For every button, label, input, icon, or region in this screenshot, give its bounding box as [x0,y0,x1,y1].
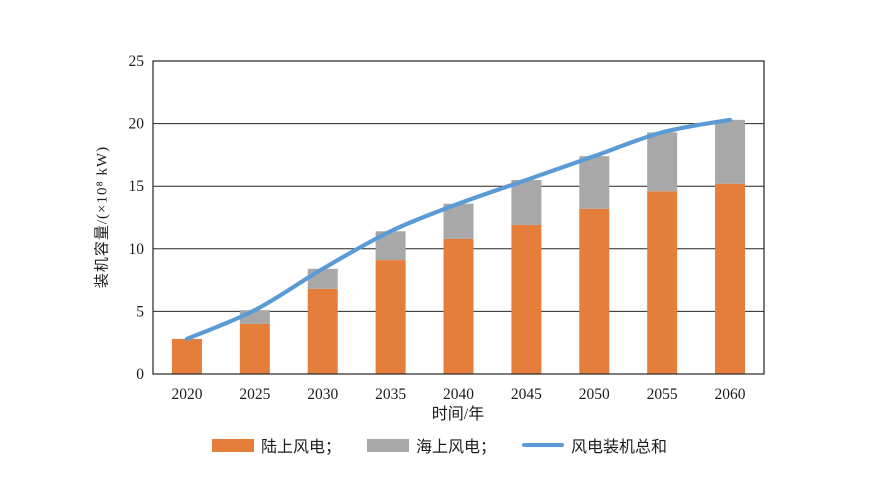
x-axis-title: 时间/年 [431,406,485,423]
legend-label: 海上风电； [415,439,496,456]
x-tick-label-2060: 2060 [715,386,746,403]
bar-陆上风电-2060 [715,183,746,374]
bar-swatch-icon [366,438,409,452]
x-tick-label-2020: 2020 [171,386,202,403]
bar-陆上风电-2020 [171,338,202,374]
bar-海上风电-2030 [307,268,338,289]
y-tick-label-10: 10 [129,241,145,258]
bar-swatch-icon [211,438,254,452]
line-swatch-icon [522,443,564,447]
bar-陆上风电-2030 [307,288,338,374]
bar-海上风电-2050 [579,156,610,209]
y-tick-label-0: 0 [136,366,144,383]
legend-item-3: 风电装机总和 [522,433,667,457]
y-tick-label-15: 15 [129,178,145,195]
legend-item-2: 海上风电； [366,433,496,457]
bar-陆上风电-2035 [375,260,406,374]
x-tick-label-2055: 2055 [647,386,678,403]
x-tick-label-2035: 2035 [375,386,406,403]
y-tick-label-25: 25 [129,53,145,70]
x-tick-label-2030: 2030 [307,386,338,403]
y-tick-label-20: 20 [129,116,145,133]
bar-海上风电-2045 [511,179,542,226]
y-tick-label-5: 5 [136,303,144,320]
bar-陆上风电-2045 [511,225,542,374]
x-tick-label-2025: 2025 [239,386,270,403]
legend: 陆上风电； 海上风电； 风电装机总和 [0,433,879,457]
line-风电装机总和 [184,117,733,342]
bar-陆上风电-2050 [579,208,610,374]
bar-陆上风电-2025 [239,323,270,374]
bar-海上风电-2060 [715,119,746,184]
legend-label: 陆上风电； [260,439,341,456]
bar-陆上风电-2055 [647,191,678,374]
legend-label: 风电装机总和 [571,439,668,456]
plot-border [152,60,765,375]
bar-陆上风电-2040 [443,238,474,374]
x-tick-label-2045: 2045 [511,386,542,403]
x-tick-label-2050: 2050 [579,386,610,403]
x-tick-label-2040: 2040 [443,386,474,403]
y-axis-title: 装机容量/(×10⁸ kW) [94,145,111,289]
bar-海上风电-2055 [647,132,678,192]
legend-item-1: 陆上风电； [211,433,341,457]
